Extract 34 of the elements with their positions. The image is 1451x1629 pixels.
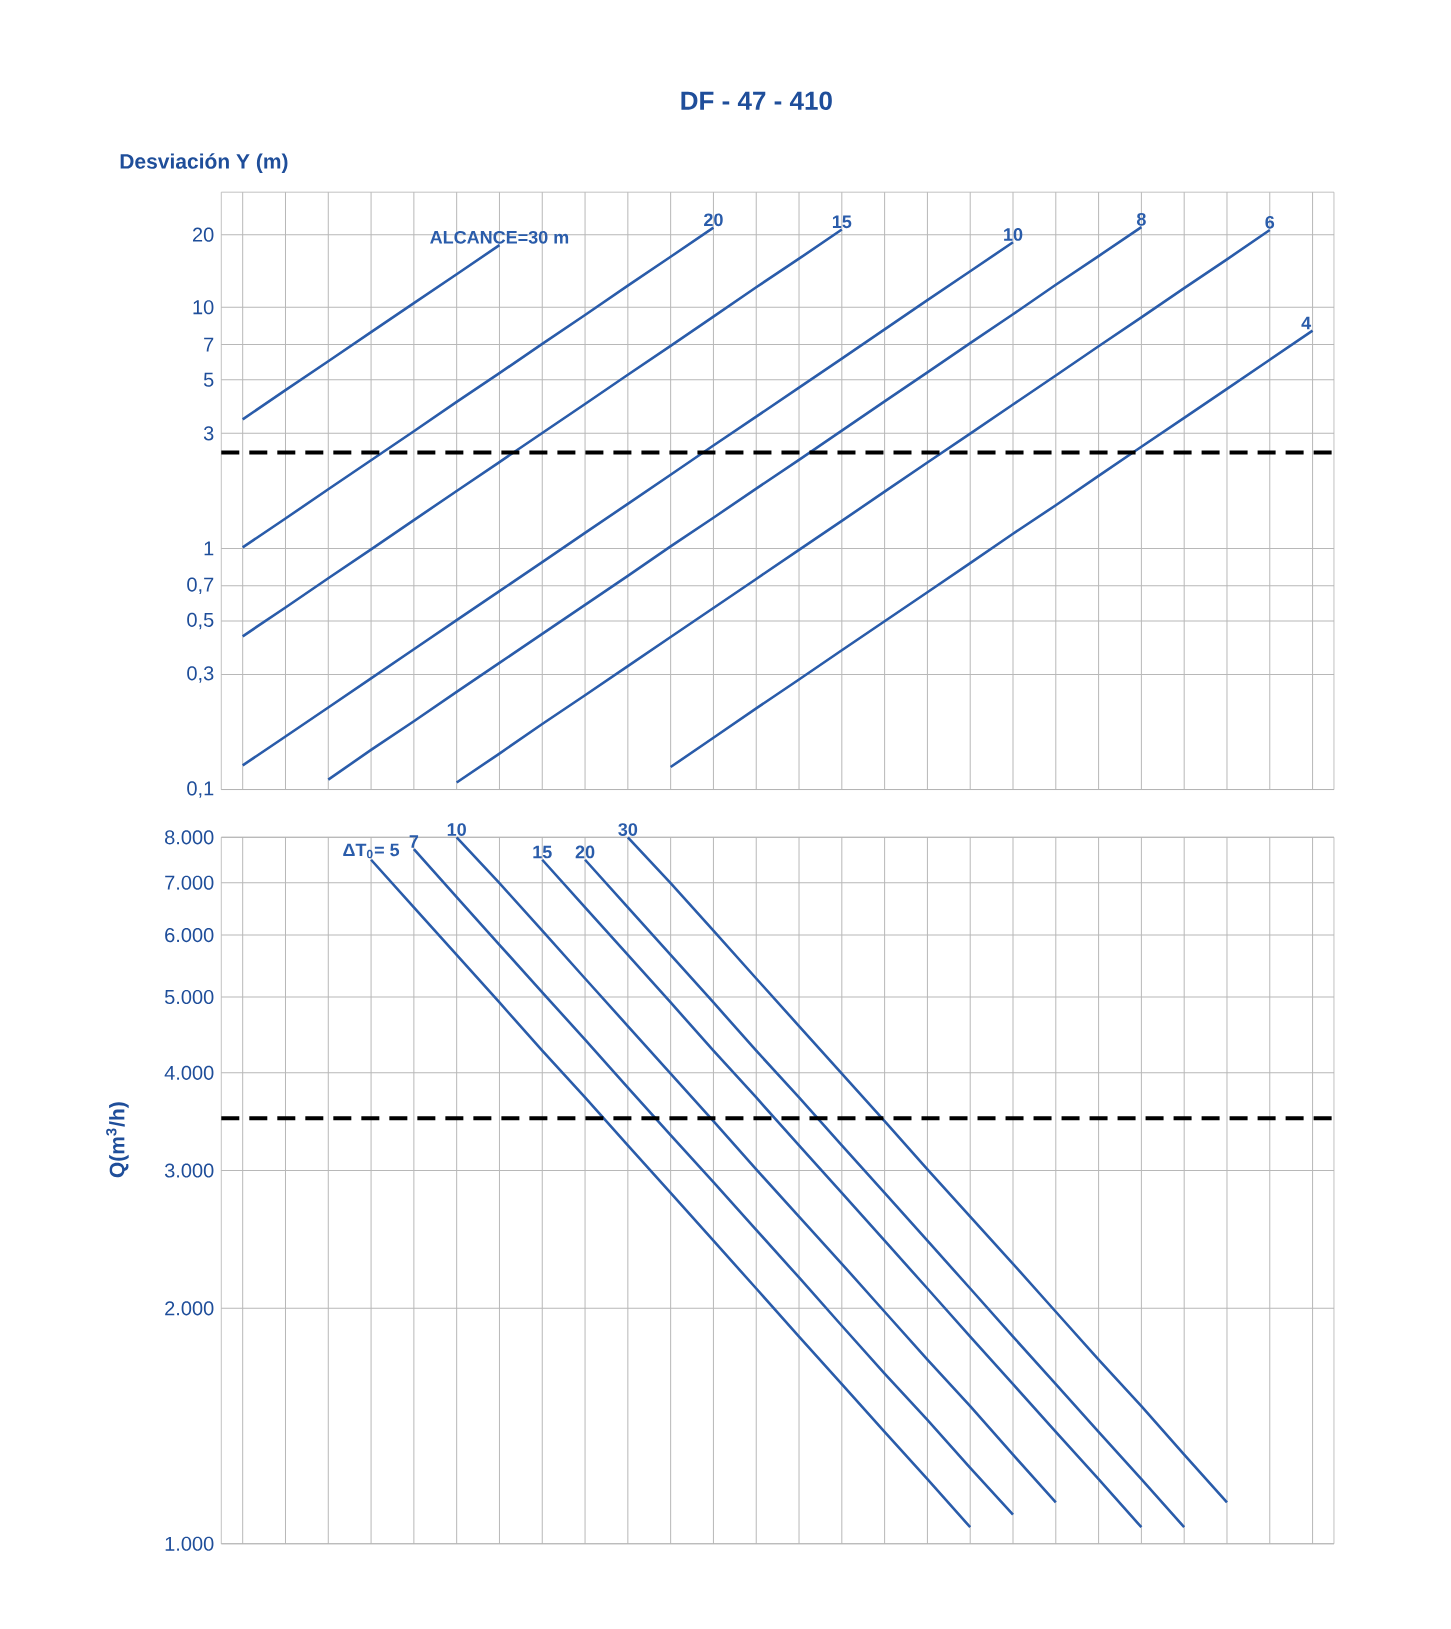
series-label: 20 <box>575 845 595 859</box>
y-tick-label: 0,7 <box>187 577 214 595</box>
y-tick-label: 2.000 <box>164 1301 214 1316</box>
series-label: 10 <box>1003 228 1023 241</box>
y-tick-label: 3 <box>203 426 214 441</box>
y-tick-label: 5.000 <box>164 989 214 1005</box>
series-label: ΔT$_{0}$= 5 <box>343 843 399 859</box>
chart-title: DF - 47 - 410 <box>681 91 832 110</box>
y-axis-title: Q(m$^{3}$/h) <box>105 1102 129 1178</box>
y-tick-label: 3.000 <box>164 1163 214 1178</box>
y-tick-label: 1 <box>204 541 214 556</box>
series-label: 6 <box>1265 215 1274 229</box>
series-label: 8 <box>1136 212 1146 226</box>
y-tick-label: 5 <box>203 372 214 387</box>
series-label: 10 <box>447 823 466 836</box>
series-label: 20 <box>703 213 723 227</box>
y-axis-title: Desviación Y (m) <box>120 153 288 173</box>
y-tick-label: 1.000 <box>165 1536 214 1551</box>
series-label: 4 <box>1301 316 1311 330</box>
y-tick-label: 7 <box>203 337 214 352</box>
y-tick-label: 10 <box>193 300 214 315</box>
y-tick-label: 7.000 <box>165 875 214 890</box>
y-tick-label: 4.000 <box>164 1065 214 1080</box>
y-tick-label: 20 <box>192 227 214 242</box>
y-tick-label: 0,1 <box>187 781 214 798</box>
y-tick-label: 6.000 <box>164 927 214 943</box>
y-tick-label: 0,5 <box>187 612 214 630</box>
series-label: 15 <box>832 215 852 229</box>
series-label: 7 <box>409 835 418 848</box>
y-tick-label: 0,3 <box>187 666 214 683</box>
y-tick-label: 8.000 <box>164 830 214 845</box>
series-label: 15 <box>533 845 552 859</box>
series-label: ALCANCE=30 m <box>429 230 568 244</box>
series-label: 30 <box>618 823 637 836</box>
